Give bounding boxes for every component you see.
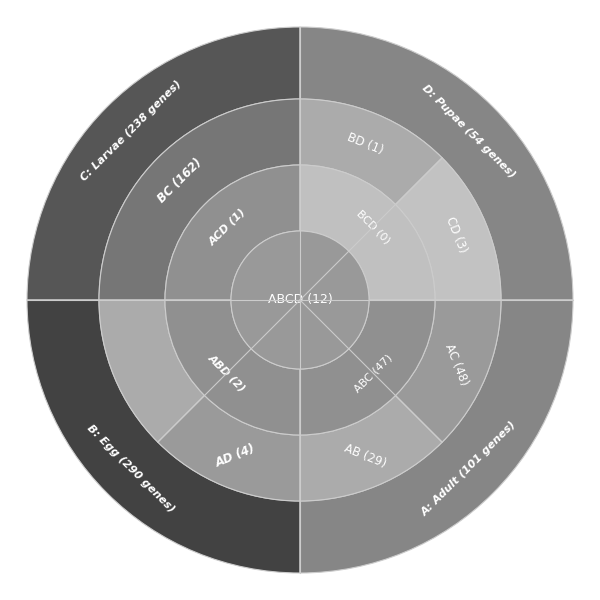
Text: C: Larvae (238 genes): C: Larvae (238 genes) xyxy=(79,79,184,184)
Wedge shape xyxy=(27,300,300,573)
Text: CD (3): CD (3) xyxy=(443,215,469,255)
Wedge shape xyxy=(27,27,300,300)
Wedge shape xyxy=(395,300,501,442)
Text: ABCD (12): ABCD (12) xyxy=(268,293,332,307)
Text: ABC (47): ABC (47) xyxy=(352,352,394,394)
Text: A: Adult (101 genes): A: Adult (101 genes) xyxy=(419,419,518,518)
Text: BCD (0): BCD (0) xyxy=(354,208,392,246)
Text: ABD (2): ABD (2) xyxy=(206,352,248,394)
Text: BD (1): BD (1) xyxy=(345,131,385,157)
Wedge shape xyxy=(300,395,442,501)
Wedge shape xyxy=(300,300,573,573)
Wedge shape xyxy=(300,165,435,300)
Wedge shape xyxy=(99,300,205,442)
Wedge shape xyxy=(300,27,573,300)
Text: AC (48): AC (48) xyxy=(442,342,470,388)
Wedge shape xyxy=(300,300,435,435)
Wedge shape xyxy=(165,300,300,435)
Text: AB (29): AB (29) xyxy=(342,442,388,470)
Circle shape xyxy=(231,231,369,369)
Wedge shape xyxy=(158,395,300,501)
Text: D: Pupae (54 genes): D: Pupae (54 genes) xyxy=(421,83,517,179)
Text: AD (4): AD (4) xyxy=(214,442,257,470)
Wedge shape xyxy=(99,99,300,300)
Wedge shape xyxy=(165,165,300,300)
Wedge shape xyxy=(395,158,501,300)
Text: ACD (1): ACD (1) xyxy=(206,206,247,247)
Wedge shape xyxy=(300,99,442,205)
Text: BC (162): BC (162) xyxy=(155,155,205,205)
Text: B: Egg (290 genes): B: Egg (290 genes) xyxy=(85,423,177,515)
